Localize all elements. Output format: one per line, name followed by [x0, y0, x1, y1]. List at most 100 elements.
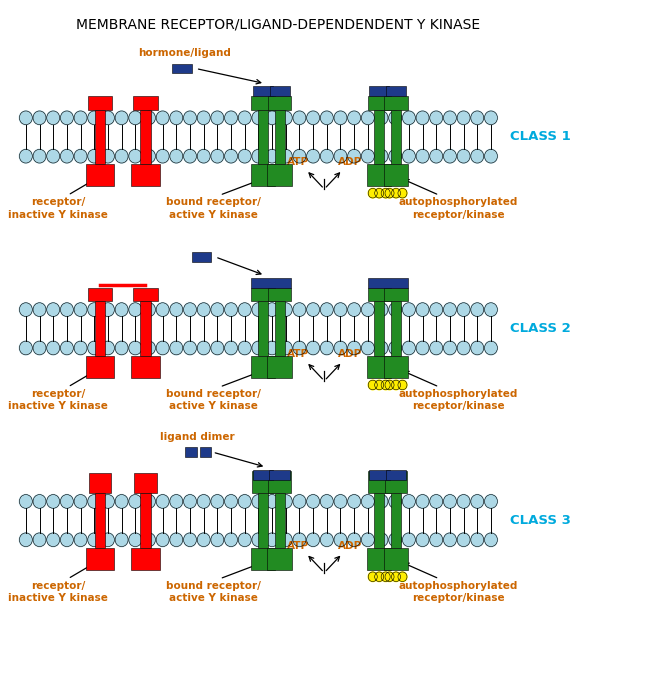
Circle shape	[361, 303, 374, 316]
Circle shape	[88, 149, 101, 163]
Circle shape	[293, 533, 306, 547]
Circle shape	[101, 149, 114, 163]
Text: ADP: ADP	[338, 349, 362, 359]
Circle shape	[416, 303, 429, 316]
Circle shape	[225, 303, 238, 316]
Circle shape	[389, 495, 402, 508]
Circle shape	[279, 341, 292, 355]
Bar	[374, 110, 384, 164]
Bar	[384, 471, 408, 493]
Circle shape	[74, 303, 87, 316]
Bar	[251, 278, 291, 288]
Circle shape	[238, 111, 251, 125]
Circle shape	[279, 111, 292, 125]
Circle shape	[143, 149, 156, 163]
Circle shape	[115, 303, 128, 316]
Circle shape	[443, 111, 456, 125]
Circle shape	[389, 341, 402, 355]
Circle shape	[334, 149, 347, 163]
Circle shape	[457, 303, 470, 316]
Circle shape	[375, 533, 388, 547]
Circle shape	[143, 303, 156, 316]
Text: ADP: ADP	[338, 157, 362, 167]
Circle shape	[47, 341, 59, 355]
Circle shape	[457, 495, 470, 508]
Circle shape	[471, 303, 484, 316]
Bar	[269, 470, 290, 479]
Bar	[374, 301, 384, 356]
Bar	[86, 356, 114, 378]
Bar	[386, 86, 406, 96]
Circle shape	[129, 495, 141, 508]
Bar	[133, 288, 158, 301]
Circle shape	[430, 111, 443, 125]
Text: autophosphorylated
receptor/kinase: autophosphorylated receptor/kinase	[399, 197, 518, 220]
Circle shape	[430, 533, 443, 547]
Bar	[89, 473, 112, 493]
Text: autophosphorylated
receptor/kinase: autophosphorylated receptor/kinase	[399, 581, 518, 603]
Circle shape	[389, 303, 402, 316]
Circle shape	[238, 341, 251, 355]
Circle shape	[443, 341, 456, 355]
Circle shape	[361, 149, 374, 163]
Circle shape	[211, 495, 224, 508]
Bar	[140, 493, 151, 548]
Circle shape	[375, 303, 388, 316]
Circle shape	[443, 303, 456, 316]
Circle shape	[88, 533, 101, 547]
Circle shape	[47, 533, 59, 547]
Bar	[275, 110, 285, 164]
Circle shape	[33, 149, 46, 163]
Circle shape	[129, 303, 141, 316]
Circle shape	[225, 149, 238, 163]
Circle shape	[197, 111, 210, 125]
Circle shape	[252, 149, 265, 163]
Circle shape	[88, 303, 101, 316]
Circle shape	[348, 149, 360, 163]
Circle shape	[143, 495, 156, 508]
Circle shape	[398, 380, 407, 390]
Circle shape	[471, 341, 484, 355]
Circle shape	[430, 303, 443, 316]
Bar	[95, 301, 105, 356]
Bar	[369, 470, 390, 479]
Circle shape	[170, 341, 183, 355]
Circle shape	[211, 149, 224, 163]
Circle shape	[307, 303, 320, 316]
Text: hormone/ligand: hormone/ligand	[138, 48, 231, 58]
Circle shape	[471, 149, 484, 163]
Circle shape	[348, 111, 360, 125]
Circle shape	[402, 533, 415, 547]
Circle shape	[375, 188, 384, 198]
Circle shape	[266, 149, 278, 163]
Circle shape	[320, 303, 333, 316]
Bar	[251, 471, 275, 493]
Circle shape	[457, 111, 470, 125]
Circle shape	[33, 533, 46, 547]
Circle shape	[484, 495, 497, 508]
Circle shape	[416, 341, 429, 355]
Circle shape	[170, 111, 183, 125]
Bar	[172, 64, 192, 73]
Bar	[258, 110, 268, 164]
Bar	[367, 356, 391, 378]
Circle shape	[252, 111, 265, 125]
Circle shape	[238, 495, 251, 508]
Circle shape	[33, 495, 46, 508]
Circle shape	[101, 495, 114, 508]
Circle shape	[225, 111, 238, 125]
Circle shape	[183, 533, 196, 547]
Bar	[384, 356, 408, 378]
Circle shape	[307, 149, 320, 163]
Circle shape	[183, 111, 196, 125]
Circle shape	[238, 303, 251, 316]
Circle shape	[402, 341, 415, 355]
Circle shape	[88, 111, 101, 125]
Text: bound receptor/
active Y kinase: bound receptor/ active Y kinase	[166, 581, 260, 603]
Bar	[185, 447, 197, 457]
Circle shape	[252, 341, 265, 355]
Bar	[367, 164, 391, 186]
Bar	[133, 96, 158, 110]
Circle shape	[74, 111, 87, 125]
Circle shape	[129, 341, 141, 355]
